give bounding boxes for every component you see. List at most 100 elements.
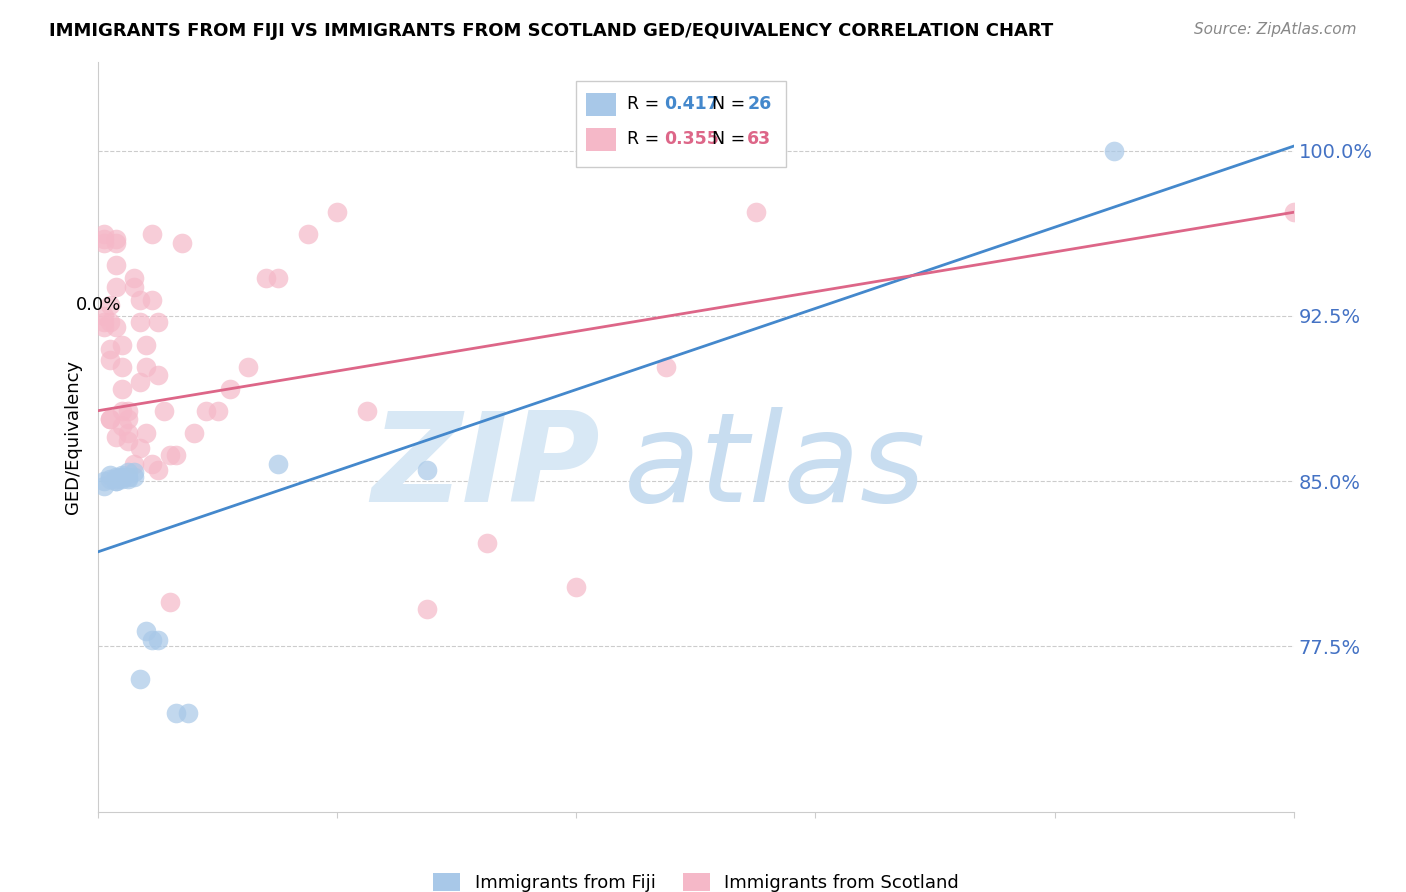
Text: N =: N = [711, 95, 751, 112]
Point [195, 403, 218, 417]
Point [135, 359, 157, 374]
Point [124, 466, 146, 480]
Text: atlas: atlas [624, 407, 927, 527]
Point [124, 469, 146, 483]
Point [236, 359, 259, 374]
Point [93, 309, 115, 323]
Point [117, 469, 139, 483]
Point [124, 271, 146, 285]
Point [111, 419, 134, 434]
Point [93, 319, 115, 334]
Point [105, 469, 128, 483]
Point [129, 375, 152, 389]
Text: R =: R = [627, 130, 665, 148]
FancyBboxPatch shape [576, 81, 786, 168]
Text: IMMIGRANTS FROM FIJI VS IMMIGRANTS FROM SCOTLAND GED/EQUIVALENCY CORRELATION CHA: IMMIGRANTS FROM FIJI VS IMMIGRANTS FROM … [49, 22, 1053, 40]
Bar [586, 128, 616, 151]
Point [111, 469, 134, 483]
Point [219, 382, 242, 396]
Point [141, 457, 163, 471]
Point [141, 293, 163, 308]
Text: ZIP: ZIP [371, 407, 600, 527]
Point [267, 271, 290, 285]
Y-axis label: GED/Equivalency: GED/Equivalency [65, 360, 83, 514]
Point [117, 434, 139, 449]
Point [111, 469, 134, 483]
Point [93, 227, 115, 242]
Point [98, 353, 122, 368]
Bar [586, 93, 616, 116]
Legend: Immigrants from Fiji, Immigrants from Scotland: Immigrants from Fiji, Immigrants from Sc… [426, 866, 966, 892]
Point [148, 463, 170, 477]
Point [105, 472, 128, 486]
Point [165, 448, 187, 462]
Point [1282, 205, 1305, 219]
Point [93, 474, 115, 488]
Point [117, 403, 139, 417]
Point [326, 205, 349, 219]
Point [111, 472, 134, 486]
Point [148, 632, 170, 647]
Point [111, 403, 134, 417]
Point [98, 316, 122, 330]
Point [153, 403, 176, 417]
Point [172, 236, 194, 251]
Point [124, 457, 146, 471]
Point [416, 463, 439, 477]
Text: R =: R = [627, 95, 665, 112]
Point [105, 258, 128, 272]
Point [98, 342, 122, 356]
Text: 63: 63 [748, 130, 772, 148]
Text: 0.0%: 0.0% [76, 296, 121, 314]
Text: 26: 26 [748, 95, 772, 112]
Point [93, 232, 115, 246]
Point [297, 227, 319, 242]
Point [117, 425, 139, 440]
Point [105, 430, 128, 444]
Point [117, 472, 139, 486]
Point [565, 580, 588, 594]
Point [105, 474, 128, 488]
Text: Source: ZipAtlas.com: Source: ZipAtlas.com [1194, 22, 1357, 37]
Point [141, 632, 163, 647]
Point [129, 673, 152, 687]
Point [141, 227, 163, 242]
Point [475, 536, 498, 550]
Point [124, 280, 146, 294]
Point [129, 293, 152, 308]
Point [93, 316, 115, 330]
Point [356, 403, 378, 417]
Point [117, 412, 139, 426]
Point [165, 706, 187, 720]
Point [416, 602, 439, 616]
Point [183, 425, 205, 440]
Point [105, 474, 128, 488]
Point [148, 368, 170, 383]
Point [135, 425, 157, 440]
Point [105, 280, 128, 294]
Point [135, 337, 157, 351]
Point [254, 271, 277, 285]
Point [148, 316, 170, 330]
Point [98, 472, 122, 486]
Point [177, 706, 200, 720]
Text: 0.355: 0.355 [664, 130, 718, 148]
Point [93, 236, 115, 251]
Point [207, 403, 229, 417]
Point [105, 236, 128, 251]
Point [159, 448, 181, 462]
Point [267, 457, 290, 471]
Point [117, 466, 139, 480]
Point [98, 467, 122, 482]
Point [111, 337, 134, 351]
Point [745, 205, 768, 219]
Point [135, 624, 157, 638]
Point [98, 412, 122, 426]
Point [93, 478, 115, 492]
Point [129, 316, 152, 330]
Point [1104, 144, 1126, 158]
Point [105, 319, 128, 334]
Text: N =: N = [711, 130, 751, 148]
Point [111, 467, 134, 482]
Text: 0.417: 0.417 [664, 95, 718, 112]
